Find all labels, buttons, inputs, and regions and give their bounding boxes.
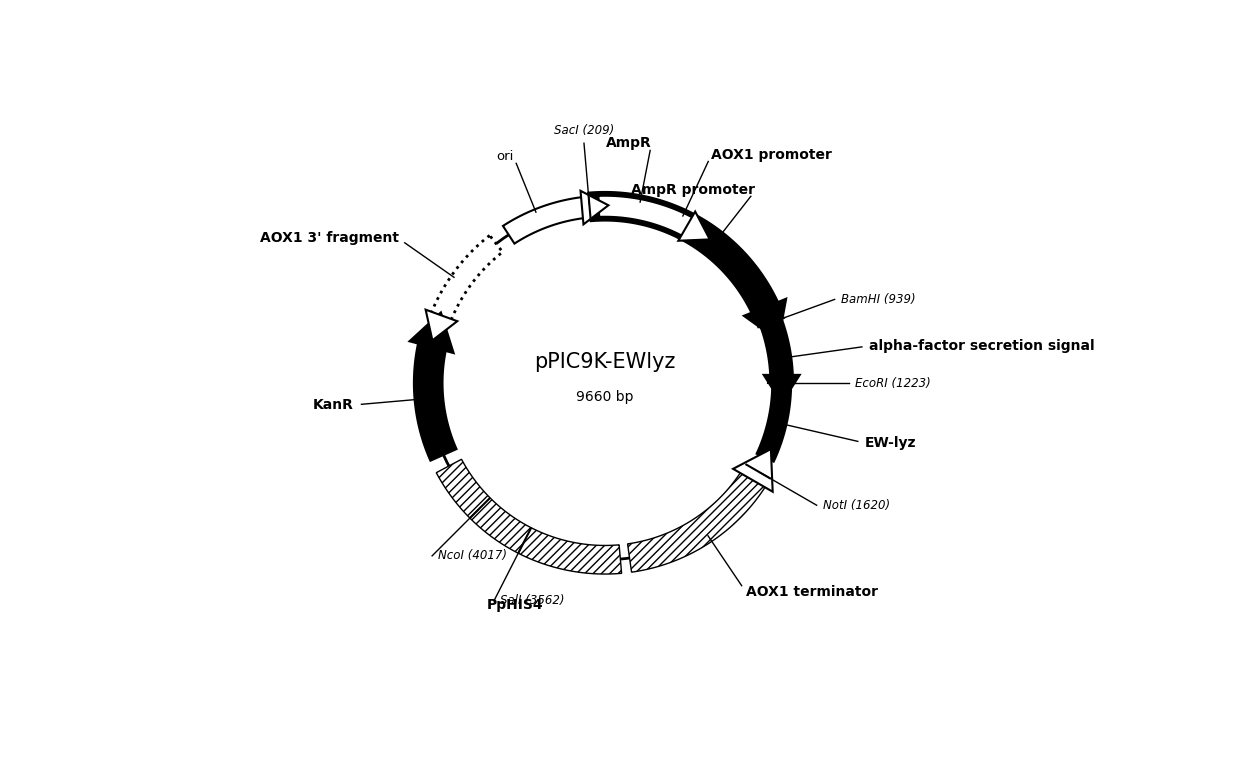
Polygon shape xyxy=(409,313,454,353)
Text: EcoRI (1223): EcoRI (1223) xyxy=(856,377,931,389)
Text: AmpR: AmpR xyxy=(606,136,651,150)
Polygon shape xyxy=(429,235,502,326)
Polygon shape xyxy=(425,309,458,340)
Polygon shape xyxy=(414,333,456,460)
Polygon shape xyxy=(697,228,743,270)
Text: BamHI (939): BamHI (939) xyxy=(841,293,915,306)
Polygon shape xyxy=(760,319,794,383)
Polygon shape xyxy=(588,192,782,322)
Polygon shape xyxy=(733,449,773,492)
Text: pPIC9K-EWlyz: pPIC9K-EWlyz xyxy=(534,352,676,372)
Polygon shape xyxy=(503,196,590,244)
Polygon shape xyxy=(599,196,698,239)
Polygon shape xyxy=(756,389,791,462)
Polygon shape xyxy=(627,464,770,572)
Polygon shape xyxy=(436,460,621,574)
Text: AOX1 terminator: AOX1 terminator xyxy=(745,585,878,599)
Text: KanR: KanR xyxy=(312,398,353,412)
Text: AOX1 3' fragment: AOX1 3' fragment xyxy=(259,231,398,245)
Text: NotI (1620): NotI (1620) xyxy=(822,499,890,512)
Polygon shape xyxy=(678,211,709,241)
Text: PpHIS4: PpHIS4 xyxy=(486,598,543,613)
Text: ori: ori xyxy=(496,150,513,163)
Text: AmpR promoter: AmpR promoter xyxy=(631,183,755,198)
Text: alpha-factor secretion signal: alpha-factor secretion signal xyxy=(869,339,1095,353)
Text: SalI (3562): SalI (3562) xyxy=(500,594,564,607)
Text: NcoI (4017): NcoI (4017) xyxy=(438,549,507,562)
Polygon shape xyxy=(580,191,609,224)
Polygon shape xyxy=(764,375,800,404)
Polygon shape xyxy=(744,299,786,341)
Text: AOX1 promoter: AOX1 promoter xyxy=(712,148,832,162)
Text: EW-lyz: EW-lyz xyxy=(866,436,916,450)
Text: SacI (209): SacI (209) xyxy=(554,124,614,137)
Text: 9660 bp: 9660 bp xyxy=(577,390,634,404)
